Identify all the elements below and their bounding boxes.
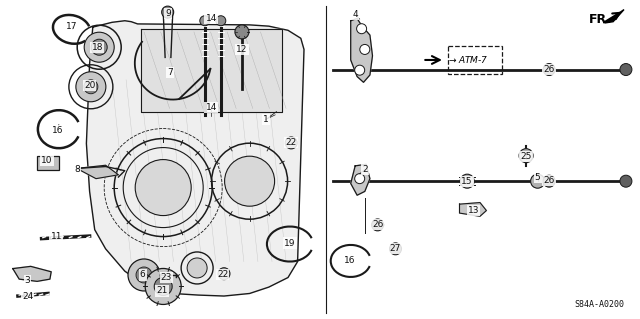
- Polygon shape: [13, 266, 51, 281]
- Text: 23: 23: [161, 273, 172, 282]
- Bar: [448, 46, 502, 74]
- Text: 14: 14: [205, 103, 217, 112]
- Text: 26: 26: [543, 65, 555, 74]
- Circle shape: [225, 156, 275, 206]
- Circle shape: [84, 80, 98, 94]
- Circle shape: [76, 72, 106, 102]
- Polygon shape: [86, 21, 304, 296]
- Circle shape: [519, 149, 533, 163]
- Text: 15: 15: [461, 177, 473, 186]
- Polygon shape: [351, 164, 370, 195]
- Text: 2: 2: [362, 165, 367, 174]
- Circle shape: [620, 63, 632, 76]
- Text: 7: 7: [167, 68, 172, 77]
- Circle shape: [154, 278, 172, 295]
- Circle shape: [162, 6, 173, 18]
- Text: 3: 3: [25, 276, 30, 285]
- Text: 9: 9: [166, 9, 171, 18]
- Text: 17: 17: [66, 22, 77, 31]
- Circle shape: [136, 267, 152, 283]
- Circle shape: [543, 175, 555, 187]
- Circle shape: [460, 174, 474, 188]
- Text: S84A-A0200: S84A-A0200: [574, 300, 624, 309]
- Text: 22: 22: [285, 138, 297, 147]
- Circle shape: [356, 24, 367, 34]
- Text: 24: 24: [22, 292, 33, 301]
- Circle shape: [543, 63, 555, 76]
- Circle shape: [84, 32, 114, 62]
- Text: 8: 8: [74, 165, 79, 174]
- Circle shape: [218, 268, 230, 280]
- Text: 26: 26: [372, 220, 383, 229]
- Circle shape: [355, 65, 365, 75]
- Circle shape: [285, 137, 297, 149]
- Text: 5: 5: [535, 173, 540, 182]
- Circle shape: [200, 16, 210, 26]
- Circle shape: [92, 39, 108, 55]
- Circle shape: [187, 258, 207, 278]
- Text: 4: 4: [353, 10, 358, 19]
- Circle shape: [355, 174, 365, 184]
- Circle shape: [145, 269, 181, 304]
- Polygon shape: [460, 203, 486, 216]
- Text: 20: 20: [84, 81, 95, 90]
- Text: 22: 22: [217, 270, 228, 279]
- Text: 16: 16: [344, 256, 356, 265]
- Text: 16: 16: [52, 126, 63, 135]
- Circle shape: [360, 44, 370, 55]
- Circle shape: [531, 174, 545, 188]
- Polygon shape: [77, 165, 118, 179]
- Text: 27: 27: [390, 244, 401, 253]
- Text: 12: 12: [236, 45, 248, 54]
- Circle shape: [216, 16, 226, 26]
- Circle shape: [390, 243, 401, 255]
- Circle shape: [135, 160, 191, 216]
- Text: 6: 6: [140, 271, 145, 279]
- Text: 11: 11: [51, 232, 62, 241]
- Text: 26: 26: [543, 176, 555, 185]
- Text: 1: 1: [263, 115, 268, 124]
- Circle shape: [372, 219, 383, 231]
- Polygon shape: [141, 29, 282, 112]
- Text: FR.: FR.: [589, 13, 612, 26]
- Text: 18: 18: [92, 43, 103, 52]
- Circle shape: [620, 175, 632, 187]
- Text: 10: 10: [41, 156, 52, 165]
- Circle shape: [235, 25, 249, 39]
- Text: $\rightarrow$ATM-7: $\rightarrow$ATM-7: [447, 55, 488, 65]
- Circle shape: [128, 259, 160, 291]
- Text: 19: 19: [284, 239, 296, 248]
- Polygon shape: [351, 19, 372, 82]
- Text: 25: 25: [520, 152, 532, 161]
- Text: 13: 13: [468, 206, 479, 215]
- Polygon shape: [605, 10, 624, 23]
- Text: 14: 14: [205, 14, 217, 23]
- Text: 21: 21: [156, 286, 168, 295]
- FancyArrowPatch shape: [604, 13, 620, 22]
- FancyBboxPatch shape: [37, 156, 59, 170]
